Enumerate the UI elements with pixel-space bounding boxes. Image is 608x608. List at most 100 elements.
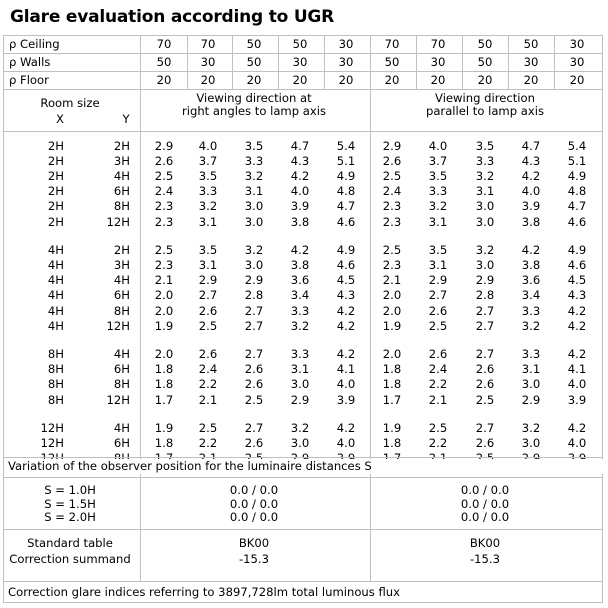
- ugr-value: 2.1: [198, 392, 218, 407]
- ugr-value: 3.9: [336, 392, 356, 407]
- ugr-value: 3.8: [290, 214, 310, 229]
- ugr-value: 2.7: [475, 318, 495, 333]
- direction-divider: [370, 89, 371, 581]
- ugr-value: 2.3: [382, 214, 402, 229]
- ugr-value: 3.2: [521, 318, 541, 333]
- ugr-value: 2.7: [244, 318, 264, 333]
- ugr-value: 4.0: [567, 377, 587, 392]
- ugr-value: 3.5: [428, 243, 448, 258]
- column-divider: [370, 35, 371, 89]
- reflectance-value: 20: [156, 73, 172, 87]
- ugr-value: 2.8: [475, 288, 495, 303]
- ugr-value: 2.6: [198, 303, 218, 318]
- correction-summand-label: Correction summand: [9, 552, 131, 566]
- room-y: 6H: [113, 184, 130, 199]
- ugr-value: 3.0: [475, 258, 495, 273]
- ugr-value: 4.7: [567, 199, 587, 214]
- room-size-label: Room size: [40, 96, 100, 110]
- ugr-value: 2.9: [428, 273, 448, 288]
- ugr-value: 4.6: [336, 258, 356, 273]
- ugr-value: 2.3: [382, 199, 402, 214]
- ugr-value: 4.9: [567, 243, 587, 258]
- y-column-label: Y: [122, 112, 130, 126]
- ugr-value: 1.9: [382, 421, 402, 436]
- reflectance-value: 50: [477, 55, 493, 69]
- ugr-value: 2.4: [198, 362, 218, 377]
- room-x: 8H: [47, 392, 64, 407]
- column-divider: [278, 35, 279, 89]
- ugr-value: 2.7: [244, 421, 264, 436]
- ugr-value: 4.3: [290, 154, 310, 169]
- room-x: 2H: [47, 154, 64, 169]
- reflectance-value: 70: [384, 37, 400, 51]
- reflectance-value: 50: [523, 37, 539, 51]
- distance-label: S = 2.0H: [44, 510, 96, 524]
- ugr-value: 2.4: [154, 184, 174, 199]
- ugr-value: 4.1: [336, 362, 356, 377]
- footer-line: [3, 581, 603, 582]
- ugr-value: 2.2: [198, 436, 218, 451]
- reflectance-label: ρ Ceiling: [9, 37, 60, 51]
- ugr-value: 2.9: [382, 139, 402, 153]
- ugr-value: 4.8: [567, 184, 587, 199]
- reflectance-value: 30: [569, 55, 585, 69]
- ugr-value: 4.5: [567, 273, 587, 288]
- reflectance-label: ρ Walls: [9, 55, 51, 69]
- reflectance-value: 50: [156, 55, 172, 69]
- room-y: 12H: [106, 214, 130, 229]
- ugr-value: 2.7: [475, 421, 495, 436]
- reflectance-value: 20: [477, 73, 493, 87]
- ugr-value: 2.3: [382, 258, 402, 273]
- ugr-value: 4.0: [428, 139, 448, 153]
- ugr-value: 4.9: [567, 169, 587, 184]
- room-y: 4H: [113, 273, 130, 288]
- ugr-value: 2.3: [154, 199, 174, 214]
- ugr-value: 2.5: [428, 421, 448, 436]
- ugr-value: 4.2: [567, 318, 587, 333]
- ugr-value: 4.0: [336, 436, 356, 451]
- correction-summand-parallel: -15.3: [470, 552, 500, 566]
- ugr-value: 2.5: [198, 318, 218, 333]
- ugr-value: 3.1: [244, 184, 264, 199]
- ugr-value: 3.0: [521, 436, 541, 451]
- standard-table-parallel: BK00: [469, 536, 501, 550]
- ugr-value: 2.6: [428, 347, 448, 362]
- column-divider: [416, 35, 417, 89]
- ugr-value: 2.5: [475, 392, 495, 407]
- ugr-value: 3.8: [290, 258, 310, 273]
- ugr-value: 2.4: [428, 362, 448, 377]
- ugr-value: 4.2: [336, 318, 356, 333]
- ugr-value: 4.9: [336, 169, 356, 184]
- table-frame: [3, 35, 603, 603]
- ugr-value: 3.3: [428, 184, 448, 199]
- ugr-value: 2.5: [198, 421, 218, 436]
- reflectance-value: 50: [292, 37, 308, 51]
- row-divider: [3, 89, 603, 90]
- ugr-value: 3.9: [521, 199, 541, 214]
- reflectance-value: 50: [246, 55, 262, 69]
- ugr-value: 3.9: [567, 392, 587, 407]
- room-y: 8H: [113, 377, 130, 392]
- distance-label: S = 1.5H: [44, 497, 96, 511]
- ugr-value: 1.8: [154, 377, 174, 392]
- ugr-value: 3.3: [290, 303, 310, 318]
- ugr-value: 2.5: [382, 169, 402, 184]
- ugr-value: 1.7: [154, 392, 174, 407]
- ugr-value: 3.1: [475, 184, 495, 199]
- variation-heading: Variation of the observer position for t…: [4, 459, 606, 474]
- room-x: 8H: [47, 362, 64, 377]
- ugr-value: 3.4: [521, 288, 541, 303]
- reflectance-value: 30: [523, 55, 539, 69]
- ugr-value: 2.6: [382, 154, 402, 169]
- ugr-value: 4.2: [336, 303, 356, 318]
- ugr-value: 2.5: [382, 243, 402, 258]
- ugr-value: 3.2: [290, 318, 310, 333]
- room-x: 8H: [47, 347, 64, 362]
- ugr-value: 3.1: [198, 258, 218, 273]
- ugr-value: 3.3: [475, 154, 495, 169]
- reflectance-value: 20: [200, 73, 216, 87]
- row-divider: [3, 53, 603, 54]
- column-divider: [324, 35, 325, 89]
- ugr-value: 4.6: [336, 214, 356, 229]
- ugr-value: 5.4: [567, 139, 587, 153]
